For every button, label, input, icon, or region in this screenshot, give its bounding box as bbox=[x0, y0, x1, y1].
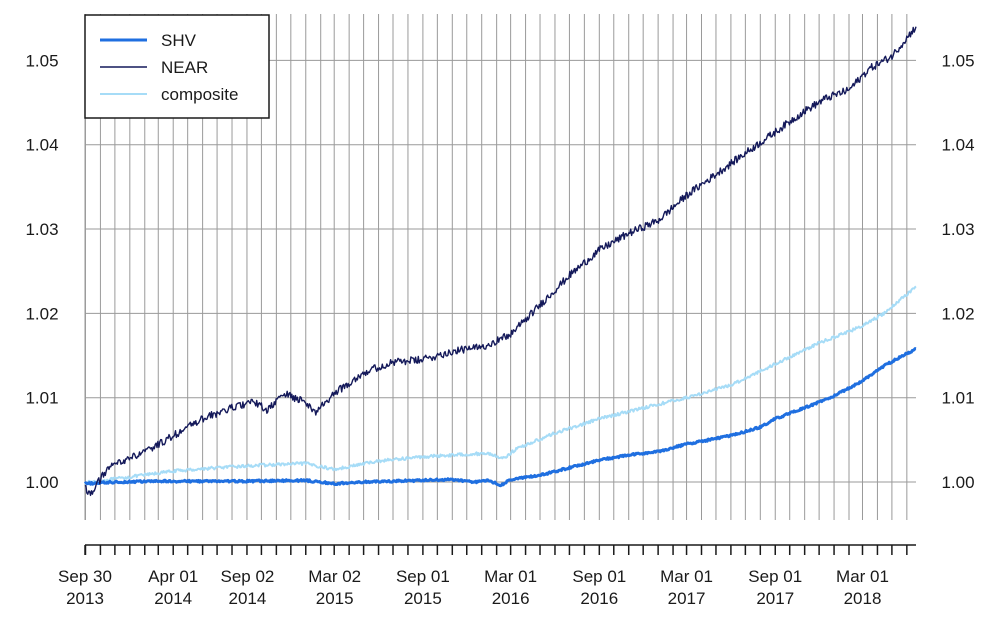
x-tick-label: Mar 01 bbox=[484, 567, 537, 586]
y-tick-label-left: 1.00 bbox=[25, 473, 58, 492]
x-tick-label: Sep 02 bbox=[220, 567, 274, 586]
series-line-shv bbox=[83, 347, 917, 488]
x-tick-label: Sep 01 bbox=[748, 567, 802, 586]
legend-label: composite bbox=[161, 85, 238, 104]
y-tick-label-left: 1.05 bbox=[25, 51, 58, 70]
y-tick-label-left: 1.02 bbox=[25, 304, 58, 323]
y-tick-label-right: 1.00 bbox=[941, 473, 974, 492]
x-tick-label-year: 2015 bbox=[404, 589, 442, 608]
y-tick-label-right: 1.05 bbox=[941, 51, 974, 70]
legend: SHV NEAR composite bbox=[84, 14, 270, 119]
x-tick-label: Apr 01 bbox=[148, 567, 198, 586]
y-tick-label-left: 1.03 bbox=[25, 220, 58, 239]
axis-layer: 1.00 1.00 1.01 1.01 1.02 1.02 1.03 1.03 1.04 1.04… bbox=[25, 51, 974, 608]
series-line-near bbox=[84, 26, 917, 497]
legend-label: NEAR bbox=[161, 58, 208, 77]
y-tick-label-right: 1.03 bbox=[941, 220, 974, 239]
x-tick-label-year: 2013 bbox=[66, 589, 104, 608]
x-tick-label-year: 2017 bbox=[668, 589, 706, 608]
y-tick-label-right: 1.01 bbox=[941, 389, 974, 408]
x-tick-label: Mar 01 bbox=[660, 567, 713, 586]
series-layer bbox=[83, 26, 917, 497]
y-tick-label-left: 1.01 bbox=[25, 389, 58, 408]
x-tick-label: Sep 01 bbox=[572, 567, 626, 586]
y-tick-label-left: 1.04 bbox=[25, 136, 58, 155]
y-tick-label-right: 1.04 bbox=[941, 136, 974, 155]
x-tick-label: Mar 02 bbox=[308, 567, 361, 586]
x-tick-label: Sep 01 bbox=[396, 567, 450, 586]
x-tick-label-year: 2018 bbox=[844, 589, 882, 608]
x-tick-label-year: 2014 bbox=[154, 589, 192, 608]
x-tick-label-year: 2016 bbox=[492, 589, 530, 608]
x-tick-label-year: 2016 bbox=[580, 589, 618, 608]
x-tick-label-year: 2014 bbox=[229, 589, 267, 608]
x-tick-label: Mar 01 bbox=[836, 567, 889, 586]
y-tick-label-right: 1.02 bbox=[941, 304, 974, 323]
series-line-composite bbox=[84, 285, 917, 485]
x-tick-label: Sep 30 bbox=[58, 567, 112, 586]
x-tick-label-year: 2015 bbox=[316, 589, 354, 608]
x-tick-label-year: 2017 bbox=[756, 589, 794, 608]
legend-label: SHV bbox=[161, 31, 197, 50]
